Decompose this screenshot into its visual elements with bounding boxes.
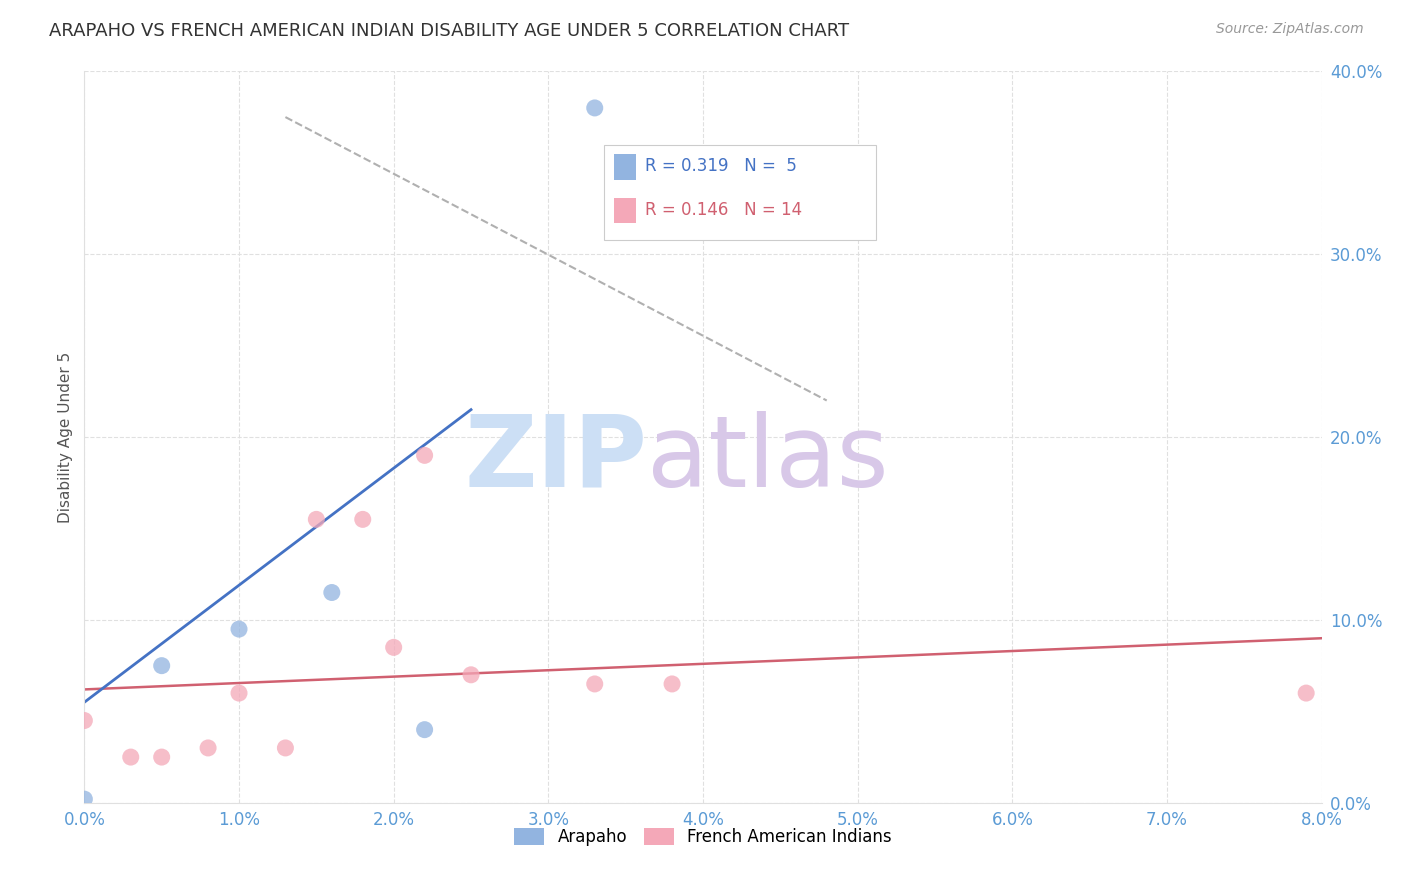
Point [274, 740, 297, 755]
Text: Source: ZipAtlas.com: Source: ZipAtlas.com [1216, 22, 1364, 37]
Point [661, 677, 683, 691]
Text: R = 0.319   N =  5: R = 0.319 N = 5 [645, 158, 797, 176]
Point [73, 792, 96, 806]
Point [228, 622, 250, 636]
Point [382, 640, 405, 655]
FancyBboxPatch shape [614, 154, 636, 179]
Text: R = 0.146   N = 14: R = 0.146 N = 14 [645, 202, 801, 219]
Point [413, 448, 436, 462]
Legend: Arapaho, French American Indians: Arapaho, French American Indians [508, 822, 898, 853]
Y-axis label: Disability Age Under 5: Disability Age Under 5 [58, 351, 73, 523]
Point [228, 686, 250, 700]
Text: ZIP: ZIP [464, 410, 647, 508]
Point [120, 750, 142, 764]
Point [583, 677, 606, 691]
Point [460, 667, 482, 681]
Point [150, 750, 173, 764]
FancyBboxPatch shape [614, 198, 636, 224]
Text: atlas: atlas [647, 410, 889, 508]
FancyBboxPatch shape [605, 145, 876, 240]
Point [73, 714, 96, 728]
Point [1295, 686, 1317, 700]
Point [197, 740, 219, 755]
Point [583, 101, 606, 115]
Point [352, 512, 374, 526]
Point [305, 512, 328, 526]
Text: ARAPAHO VS FRENCH AMERICAN INDIAN DISABILITY AGE UNDER 5 CORRELATION CHART: ARAPAHO VS FRENCH AMERICAN INDIAN DISABI… [49, 22, 849, 40]
Point [413, 723, 436, 737]
Point [150, 658, 173, 673]
Point [321, 585, 343, 599]
